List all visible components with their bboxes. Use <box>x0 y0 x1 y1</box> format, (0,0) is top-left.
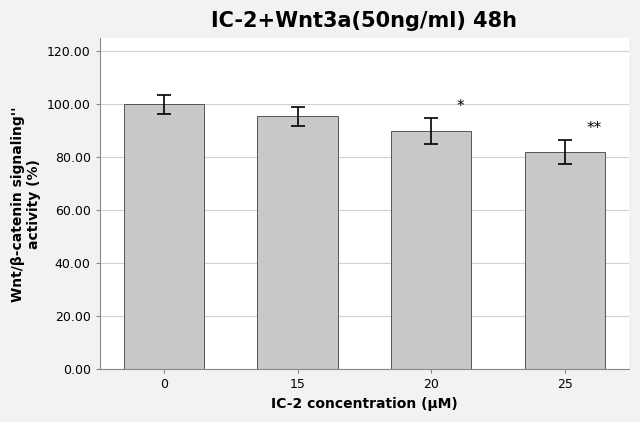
Text: *: * <box>457 99 465 114</box>
Bar <box>124 104 204 369</box>
Bar <box>525 152 605 369</box>
Text: **: ** <box>586 121 602 136</box>
Bar <box>257 116 338 369</box>
X-axis label: IC-2 concentration (μM): IC-2 concentration (μM) <box>271 397 458 411</box>
Bar <box>391 131 471 369</box>
Y-axis label: Wnt/β-catenin signaling''
activity (%): Wnt/β-catenin signaling'' activity (%) <box>11 106 42 301</box>
Title: IC-2+Wnt3a(50ng/ml) 48h: IC-2+Wnt3a(50ng/ml) 48h <box>211 11 517 31</box>
